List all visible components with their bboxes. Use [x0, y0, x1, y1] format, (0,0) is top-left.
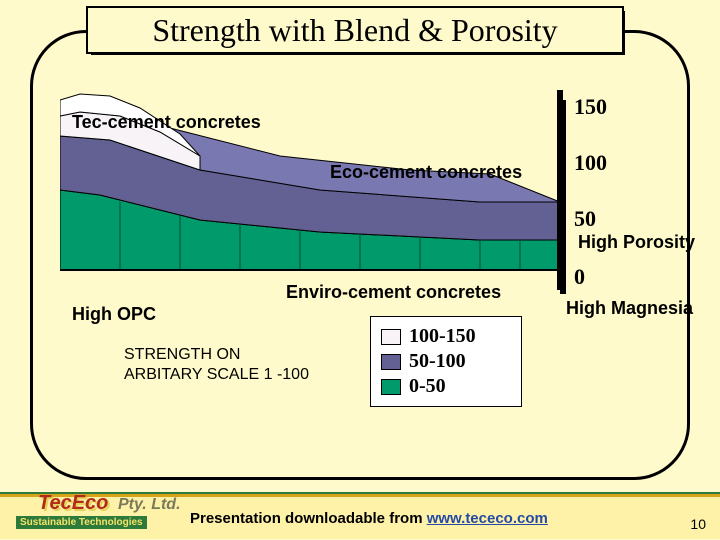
- legend-row-0: 100-150: [381, 325, 511, 348]
- legend-row-1: 50-100: [381, 350, 511, 373]
- legend: 100-150 50-100 0-50: [370, 316, 522, 407]
- caption-line2: ARBITARY SCALE 1 -100: [124, 366, 309, 384]
- legend-label-0: 100-150: [409, 325, 476, 348]
- footer-link[interactable]: www.tececo.com: [427, 510, 548, 527]
- legend-swatch-1: [381, 354, 401, 370]
- label-high-magnesia: High Magnesia: [566, 298, 693, 319]
- legend-row-2: 0-50: [381, 375, 511, 398]
- label-tec: Tec-cement concretes: [72, 112, 261, 133]
- footer-logo-tail: Pty. Ltd.: [118, 496, 181, 514]
- label-enviro: Enviro-cement concretes: [286, 282, 501, 303]
- footer-logo-sub: Sustainable Technologies: [16, 516, 147, 529]
- page-number: 10: [690, 516, 706, 532]
- footer-text-lead: Presentation downloadable from: [190, 510, 427, 527]
- legend-label-1: 50-100: [409, 350, 466, 373]
- legend-swatch-2: [381, 379, 401, 395]
- label-high-opc: High OPC: [72, 304, 156, 325]
- label-high-porosity: High Porosity: [578, 232, 695, 253]
- label-eco: Eco-cement concretes: [330, 162, 522, 183]
- slide: Strength with Blend & Porosity 150 100 5…: [0, 0, 720, 540]
- legend-label-2: 0-50: [409, 375, 446, 398]
- footer-logo-main: TecEco: [38, 492, 108, 515]
- footer-text: Presentation downloadable from www.tecec…: [190, 510, 548, 527]
- caption-line1: STRENGTH ON: [124, 346, 240, 364]
- footer: TecEco TecEco Pty. Ltd. Sustainable Tech…: [0, 0, 720, 40]
- legend-swatch-0: [381, 329, 401, 345]
